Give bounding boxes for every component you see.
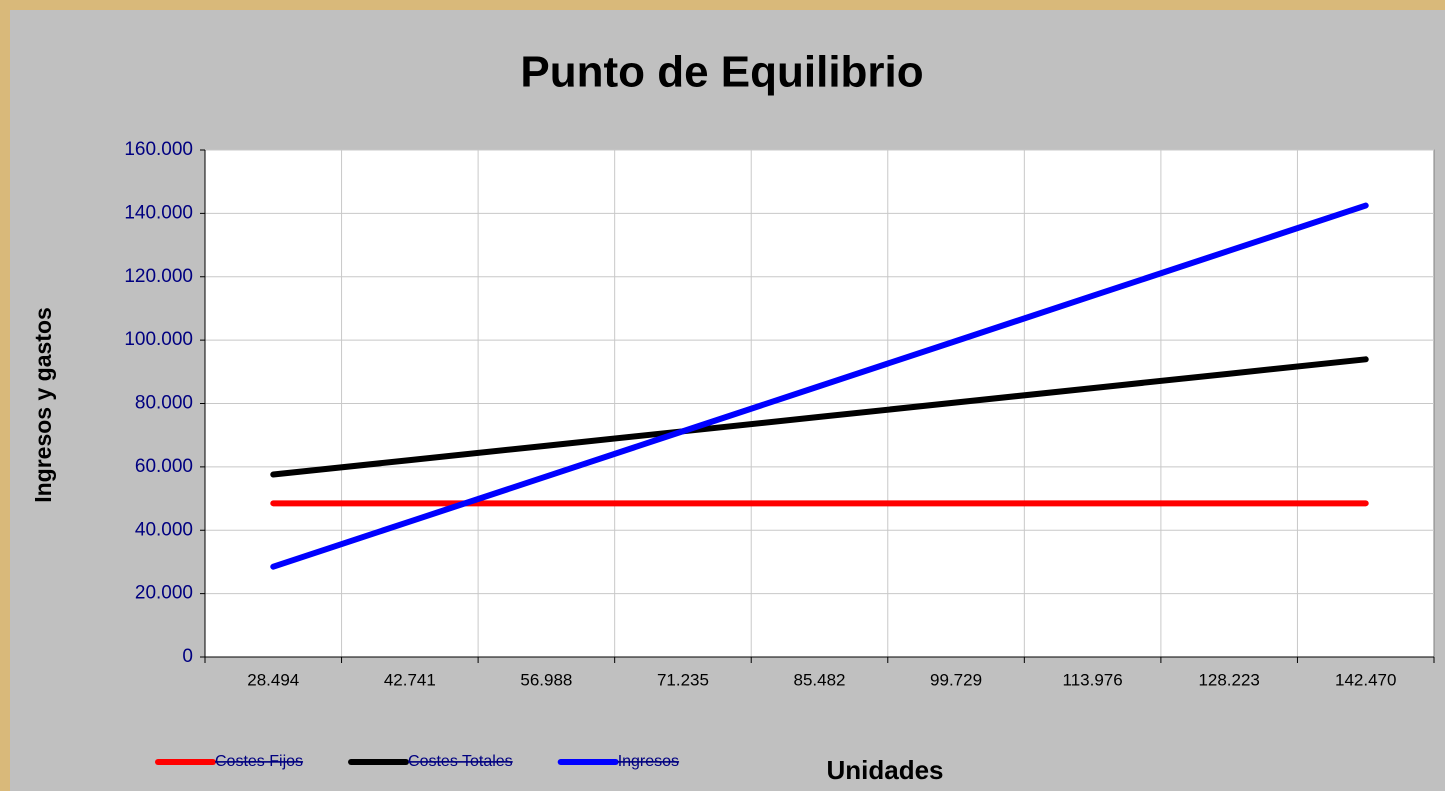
x-tick-label: 28.494 — [247, 670, 299, 689]
y-tick-label: 80.000 — [135, 393, 193, 414]
y-tick-label: 120.000 — [124, 266, 193, 287]
series-line — [270, 202, 1369, 570]
y-tick-label: 0 — [182, 646, 193, 667]
y-tick-label: 20.000 — [135, 583, 193, 604]
x-tick-label: 99.729 — [930, 670, 982, 689]
y-tick-label: 100.000 — [124, 329, 193, 350]
legend-label: Ingresos — [618, 753, 679, 770]
legend-label: Costes Totales — [408, 753, 513, 770]
y-tick-label: 160.000 — [124, 139, 193, 160]
x-tick-label: 42.741 — [384, 670, 436, 689]
x-tick-label: 128.223 — [1198, 670, 1259, 689]
x-tick-label: 71.235 — [657, 670, 709, 689]
chart-title: Punto de Equilibrio — [520, 48, 923, 97]
legend-label: Costes Fijos — [215, 753, 303, 770]
y-tick-label: 140.000 — [124, 202, 193, 223]
x-tick-label: 113.976 — [1063, 670, 1123, 689]
x-tick-label: 142.470 — [1335, 670, 1396, 689]
x-tick-label: 56.988 — [520, 670, 572, 689]
series-line — [270, 356, 1369, 478]
y-tick-label: 40.000 — [135, 519, 193, 540]
y-axis-title: Ingresos y gastos — [30, 307, 56, 503]
x-axis-title: Unidades — [826, 755, 943, 785]
x-tick-label: 85.482 — [794, 670, 846, 689]
y-tick-label: 60.000 — [135, 456, 193, 477]
